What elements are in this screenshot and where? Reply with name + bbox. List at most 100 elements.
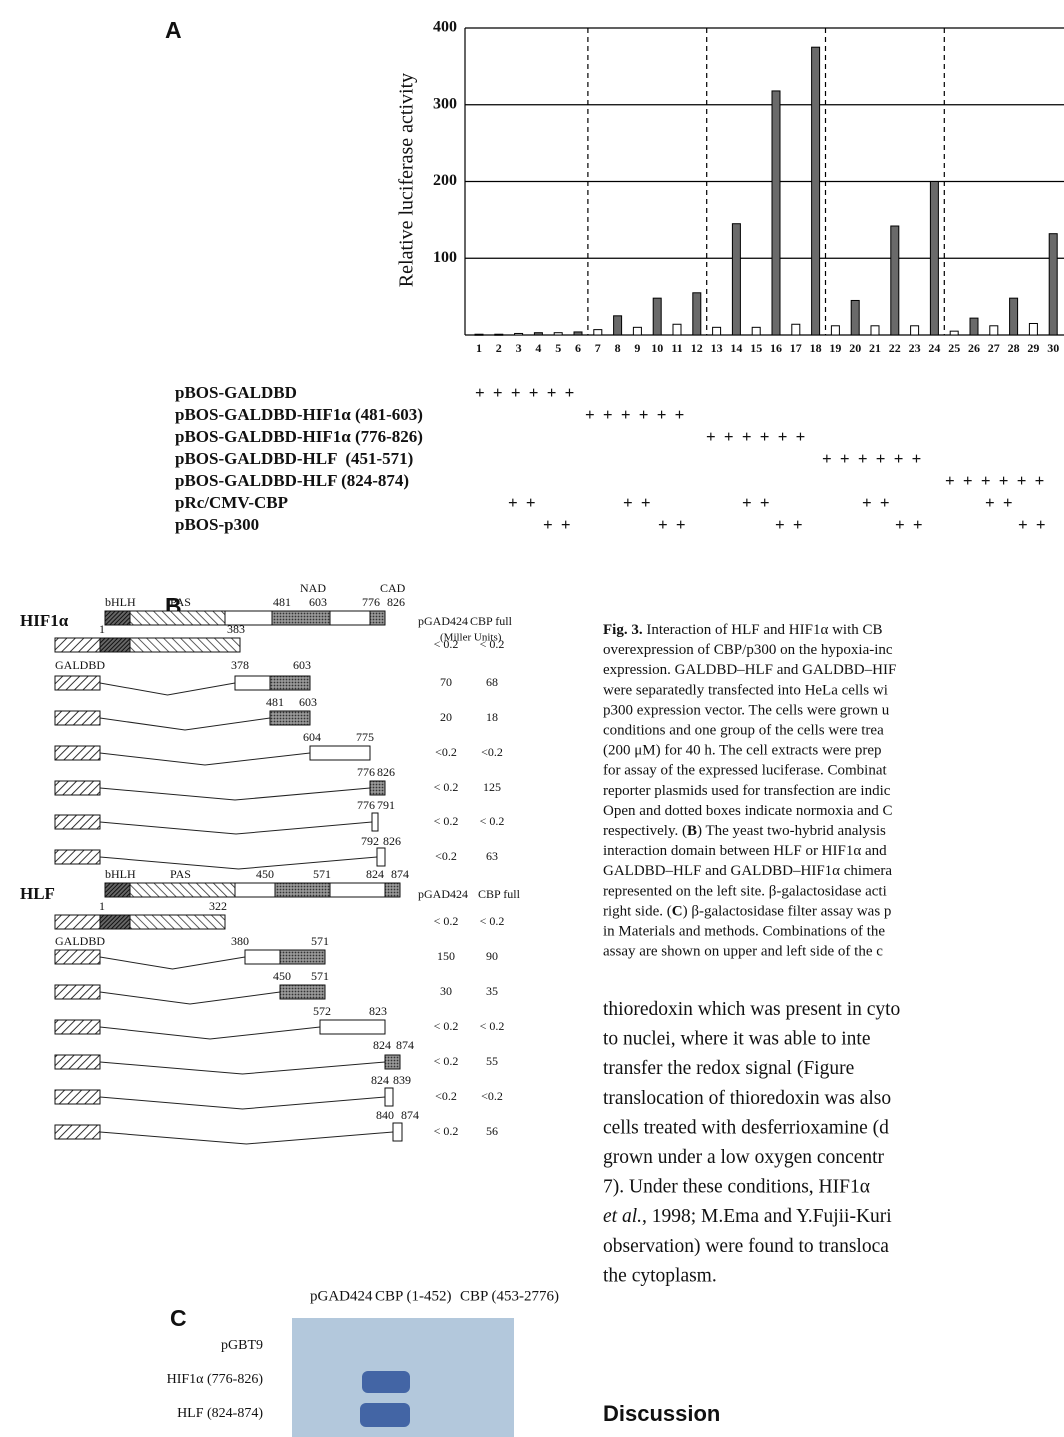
- body-line: to nuclei, where it was able to inte: [603, 1029, 871, 1050]
- x-tick-label: 5: [555, 341, 561, 355]
- miller-value: 56: [486, 1124, 498, 1138]
- residue-number: 776: [357, 798, 375, 812]
- row-label: pGBT9: [221, 1338, 263, 1353]
- bar: [574, 332, 582, 335]
- residue-number: 571: [311, 934, 329, 948]
- protein-name: HLF: [20, 884, 55, 903]
- miller-value: < 0.2: [434, 914, 459, 928]
- construct-label: pBOS-GALDBD-HIF1α (481-603): [175, 405, 423, 424]
- y-tick-label: 200: [433, 172, 457, 189]
- domain-box: [235, 883, 275, 897]
- deletion-link: [100, 718, 270, 730]
- x-tick-label: 30: [1047, 341, 1059, 355]
- x-tick-label: 23: [909, 341, 921, 355]
- miller-value: <0.2: [435, 1089, 457, 1103]
- plus-marks: + +: [508, 493, 538, 512]
- x-tick-label: 13: [711, 341, 723, 355]
- x-tick-label: 4: [535, 341, 541, 355]
- miller-value: 35: [486, 984, 498, 998]
- domain-box: [130, 611, 225, 625]
- bar: [792, 324, 800, 335]
- text-run: C: [672, 904, 683, 920]
- deletion-link: [100, 957, 245, 969]
- body-line: et al., 1998; M.Ema and Y.Fujii-Kuri: [603, 1207, 892, 1228]
- bar: [515, 333, 523, 335]
- miller-value: < 0.2: [480, 914, 505, 928]
- domain-box: [55, 850, 100, 864]
- text-run: interaction domain between HLF or HIF1α …: [603, 844, 887, 860]
- plus-marks: + +: [543, 515, 573, 534]
- deletion-link: [100, 683, 235, 695]
- y-tick-label: 300: [433, 95, 457, 112]
- blue-colony: [362, 1371, 410, 1393]
- domain-box: [55, 711, 100, 725]
- text-run: assay are shown on upper and left side o…: [603, 944, 883, 960]
- text-run: represented on the left site. β-galactos…: [603, 884, 887, 900]
- domain-box: [272, 611, 330, 625]
- miller-value: 150: [437, 949, 455, 963]
- text-run: to nuclei, where it was able to inte: [603, 1029, 871, 1050]
- deletion-link: [100, 822, 372, 834]
- domain-label: bHLH: [105, 595, 136, 609]
- caption-line: for assay of the expressed luciferase. C…: [603, 763, 887, 779]
- caption-line: right side. (C) β-galactosidase filter a…: [603, 904, 891, 920]
- caption-line: interaction domain between HLF or HIF1α …: [603, 844, 887, 860]
- residue-number: 450: [273, 969, 291, 983]
- construct-label: pBOS-GALDBD-HLF (824-874): [175, 471, 409, 490]
- miller-value: 70: [440, 675, 452, 689]
- bar: [653, 298, 661, 335]
- deletion-link: [100, 1027, 320, 1039]
- text-run: Open and dotted boxes indicate normoxia …: [603, 803, 893, 819]
- domain-box: [55, 950, 100, 964]
- domain-box: [270, 676, 310, 690]
- miller-value: 18: [486, 710, 498, 724]
- domain-box: [55, 815, 100, 829]
- miller-value: < 0.2: [434, 1054, 459, 1068]
- residue-number: 604: [303, 730, 321, 744]
- x-tick-label: 18: [810, 341, 822, 355]
- domain-box: [377, 848, 385, 866]
- bar: [693, 293, 701, 335]
- residue-number: 380: [231, 934, 249, 948]
- deletion-link: [100, 857, 377, 869]
- miller-value: <0.2: [435, 849, 457, 863]
- body-line: translocation of thioredoxin was also: [603, 1088, 891, 1109]
- residue-number: 824: [366, 867, 384, 881]
- deletion-link: [100, 1132, 393, 1144]
- domain-box: [280, 985, 325, 999]
- text-run: overexpression of CBP/p300 on the hypoxi…: [603, 643, 893, 659]
- miller-value: 63: [486, 849, 498, 863]
- residue-number: 874: [401, 1108, 419, 1122]
- bar: [930, 182, 938, 336]
- domain-box: [130, 915, 225, 929]
- text-run: for assay of the expressed luciferase. C…: [603, 763, 887, 779]
- domain-box: [100, 638, 130, 652]
- domain-box: [370, 781, 385, 795]
- text-run: Interaction of HLF and HIF1α with CB: [643, 622, 883, 638]
- miller-value: 68: [486, 675, 498, 689]
- bar: [534, 333, 542, 335]
- residue-number: 571: [311, 969, 329, 983]
- residue-number: 481: [273, 595, 291, 609]
- bar: [772, 91, 780, 335]
- text-run: ) β-galactosidase filter assay was p: [683, 904, 892, 920]
- caption-line: p300 expression vector. The cells were g…: [603, 703, 890, 719]
- domain-box: [55, 746, 100, 760]
- deletion-link: [100, 992, 280, 1004]
- domain-box: [385, 883, 400, 897]
- y-axis-label: Relative luciferase activity: [396, 73, 418, 287]
- deletion-link: [100, 1097, 385, 1109]
- caption-line: reporter plasmids used for transfection …: [603, 783, 891, 799]
- page: A B C Relative luciferase activity Discu…: [0, 0, 1064, 1437]
- construct-label: pBOS-GALDBD: [175, 383, 297, 402]
- row-label: HLF (824-874): [177, 1406, 263, 1421]
- text-run: 7). Under these conditions, HIF1α: [603, 1177, 870, 1198]
- residue-number: 826: [377, 765, 395, 779]
- domain-box: [270, 711, 310, 725]
- caption-line: Open and dotted boxes indicate normoxia …: [603, 803, 893, 819]
- caption-line: assay are shown on upper and left side o…: [603, 944, 883, 960]
- x-tick-label: 21: [869, 341, 881, 355]
- residue-number: 792: [361, 834, 379, 848]
- domain-box: [55, 915, 100, 929]
- caption-line: Fig. 3. Interaction of HLF and HIF1α wit…: [603, 622, 883, 638]
